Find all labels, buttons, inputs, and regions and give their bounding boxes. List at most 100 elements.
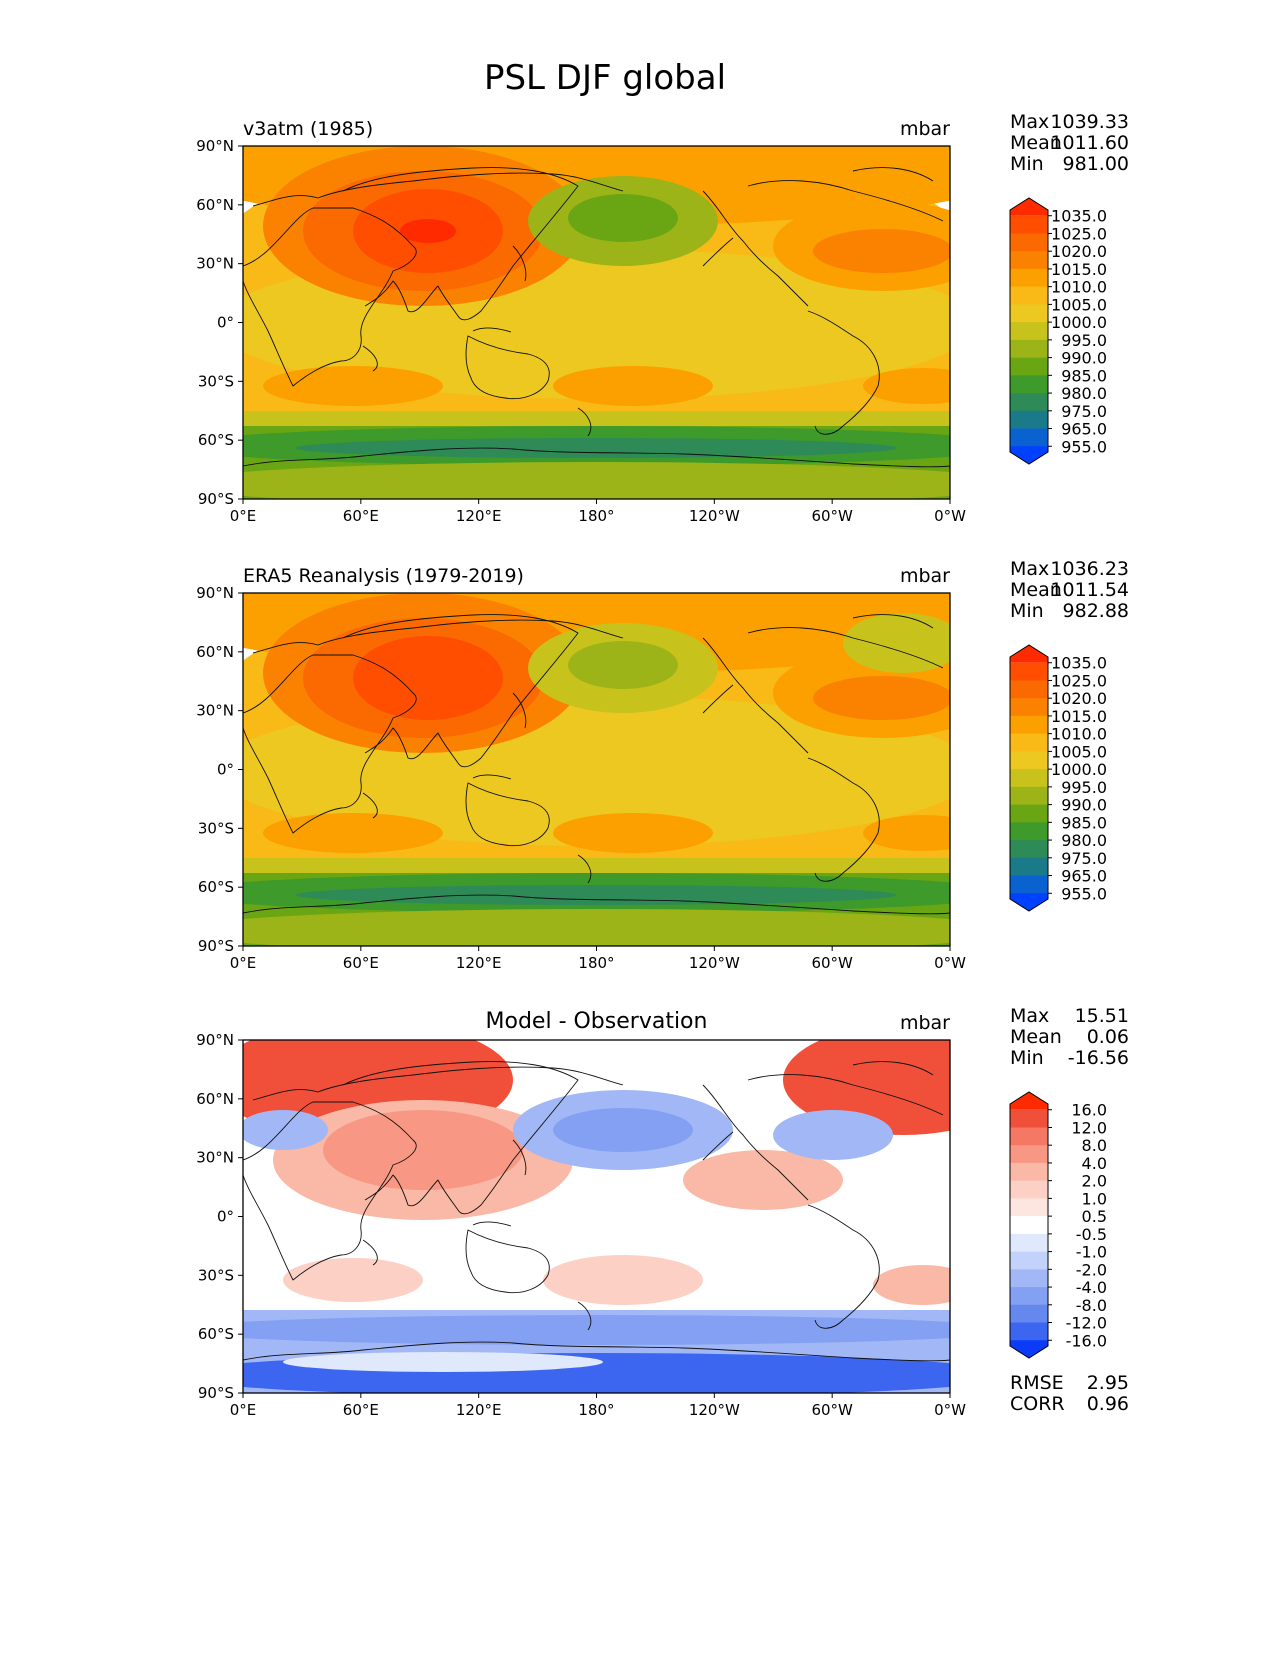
stat-label: Max	[1010, 111, 1049, 133]
colorbar-segment	[1010, 215, 1048, 234]
colorbar-label: 1000.0	[1051, 313, 1107, 332]
lon-tick-label: 120°W	[689, 1401, 740, 1419]
colorbar-segment	[1010, 840, 1048, 859]
colorbar-label: 12.0	[1071, 1118, 1107, 1137]
field-region	[813, 229, 950, 273]
metric-label: CORR	[1010, 1393, 1065, 1415]
metric-value: 2.95	[1087, 1372, 1129, 1394]
lat-tick-label: 90°N	[196, 1031, 234, 1049]
colorbar-label: 995.0	[1061, 778, 1107, 797]
colorbar-segment	[1010, 268, 1048, 288]
lon-tick-label: 180°	[578, 1401, 614, 1419]
map-area	[243, 593, 950, 946]
lon-tick-label: 120°W	[689, 954, 740, 972]
colorbar-outline	[1009, 644, 1049, 912]
panel-title: Model - Observation	[486, 1009, 708, 1034]
field-region	[863, 815, 950, 851]
lat-tick-label: 30°N	[196, 255, 234, 273]
lon-tick-label: 0°W	[934, 954, 966, 972]
panel-title: v3atm (1985)	[243, 118, 373, 140]
colorbar-segment	[1010, 680, 1048, 699]
colorbar-segment	[1010, 1109, 1048, 1128]
panel-title: ERA5 Reanalysis (1979-2019)	[243, 565, 524, 587]
lat-tick-label: 90°S	[198, 1384, 234, 1402]
lat-tick-label: 60°N	[196, 196, 234, 214]
lon-tick-label: 120°E	[456, 1401, 502, 1419]
field-band	[243, 858, 950, 873]
lat-tick-label: 90°S	[198, 490, 234, 508]
lon-tick-label: 120°W	[689, 507, 740, 525]
lon-tick-label: 60°E	[343, 1401, 379, 1419]
colorbar-segment	[1010, 857, 1048, 877]
stat-value: 981.00	[1063, 153, 1129, 175]
colorbar-label: 0.5	[1082, 1207, 1107, 1226]
field-region	[263, 813, 443, 853]
panel-3: Model - Observation mbar 90°N 60°N 30°N 0° 30°…	[196, 1005, 1129, 1419]
colorbar-segment	[1010, 662, 1048, 681]
lat-tick-label: 90°N	[196, 137, 234, 155]
colorbar-segment	[1010, 428, 1048, 447]
stat-value: 15.51	[1075, 1005, 1129, 1027]
colorbar-label: 990.0	[1061, 796, 1107, 815]
field-band	[243, 411, 950, 426]
colorbar-label: 975.0	[1061, 849, 1107, 868]
colorbar-segment	[1010, 393, 1048, 412]
stat-label: Max	[1010, 1005, 1049, 1027]
field-region	[263, 366, 443, 406]
stat-label: Min	[1010, 153, 1044, 175]
colorbar-segment	[1010, 375, 1048, 394]
field-region	[283, 1352, 603, 1372]
stat-value: 1011.60	[1050, 132, 1129, 154]
map-area	[243, 1040, 950, 1393]
colorbar-outline	[1009, 197, 1049, 465]
colorbar-label: -16.0	[1066, 1331, 1107, 1350]
field-region	[568, 641, 678, 689]
field-region	[283, 1258, 423, 1302]
colorbar-segment	[1010, 1269, 1048, 1288]
colorbar-segment	[1010, 715, 1048, 735]
panel-1: v3atm (1985) mbar 90°N 60°N 30°N 0° 30°S 60°S 90…	[196, 111, 1129, 525]
figure-title: PSL DJF global	[484, 58, 726, 98]
lon-tick-label: 0°E	[230, 1401, 257, 1419]
lon-tick-label: 0°W	[934, 1401, 966, 1419]
colorbar-label: -1.0	[1076, 1243, 1107, 1262]
stat-value: 0.06	[1087, 1026, 1129, 1048]
lon-tick-label: 120°E	[456, 507, 502, 525]
colorbar-segment	[1010, 804, 1048, 823]
lon-tick-label: 180°	[578, 507, 614, 525]
colorbar: 1035.01025.01020.01015.01010.01005.01000…	[1009, 644, 1107, 912]
colorbar-segment	[1010, 733, 1048, 752]
lat-tick-label: 30°N	[196, 702, 234, 720]
lon-tick-label: 60°E	[343, 954, 379, 972]
colorbar-label: 4.0	[1082, 1154, 1107, 1173]
colorbar-segment	[1010, 1340, 1048, 1358]
colorbar-label: -2.0	[1076, 1260, 1107, 1279]
colorbar-label: 1005.0	[1051, 295, 1107, 314]
colorbar-segment	[1010, 1304, 1048, 1324]
stat-label: Max	[1010, 558, 1049, 580]
colorbar-segment	[1010, 304, 1048, 323]
colorbar-segment	[1010, 1322, 1048, 1341]
colorbar-label: 1020.0	[1051, 689, 1107, 708]
field-region	[243, 1110, 328, 1150]
colorbar-segment	[1010, 645, 1048, 663]
colorbar-label: 995.0	[1061, 331, 1107, 350]
field-region	[296, 885, 896, 905]
lat-tick-label: 60°N	[196, 1090, 234, 1108]
colorbar: 1035.01025.01020.01015.01010.01005.01000…	[1009, 197, 1107, 465]
field-region	[553, 366, 713, 406]
metric-label: RMSE	[1010, 1372, 1064, 1394]
colorbar-segment	[1010, 1145, 1048, 1164]
field-region	[863, 368, 950, 404]
colorbar-segment	[1010, 822, 1048, 841]
colorbar-label: 955.0	[1061, 437, 1107, 456]
colorbar-segment	[1010, 786, 1048, 806]
colorbar-segment	[1010, 446, 1048, 464]
lat-tick-label: 90°S	[198, 937, 234, 955]
field-region	[243, 1315, 950, 1345]
field-region	[568, 194, 678, 242]
lat-tick-label: 0°	[217, 1208, 234, 1226]
field-region	[543, 1255, 703, 1305]
colorbar-label: 985.0	[1061, 813, 1107, 832]
stat-label: Min	[1010, 600, 1044, 622]
